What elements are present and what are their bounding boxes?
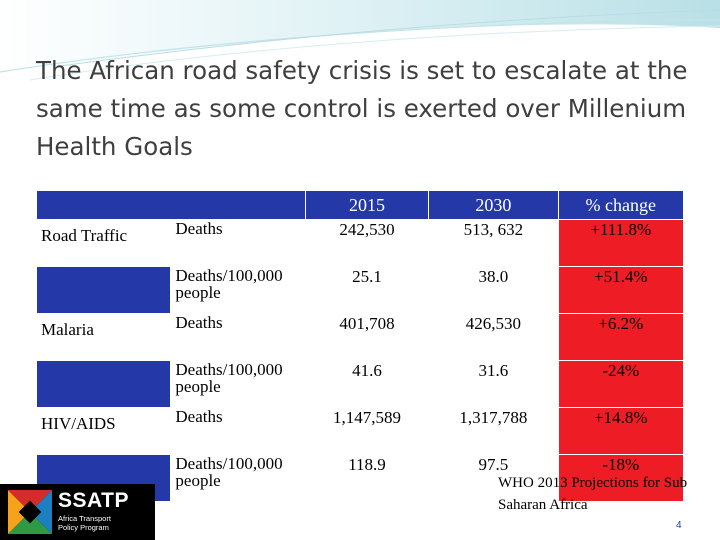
category-malaria: Malaria xyxy=(41,320,94,339)
value-2030: 97.5 xyxy=(478,455,509,474)
value-2015: 401,708 xyxy=(339,314,395,333)
category-hiv-aids: HIV/AIDS xyxy=(41,414,116,433)
ssatp-emblem-icon xyxy=(8,490,52,534)
logo-brand-text: SSATP xyxy=(58,489,129,512)
value-2030: 513, 632 xyxy=(463,220,524,239)
slide-title: The African road safety crisis is set to… xyxy=(36,56,688,161)
header-change: % change xyxy=(558,191,683,219)
value-2015: 25.1 xyxy=(352,267,382,286)
decorative-swoosh xyxy=(0,0,720,81)
comparison-table: 2015 2030 % change Road Traffic Deaths 2… xyxy=(36,190,684,502)
change-value: +6.2% xyxy=(558,314,683,360)
row-label: Deaths/100,000 people xyxy=(175,360,283,396)
category-blank-cell xyxy=(37,267,171,313)
ssatp-logo: SSATP Africa Transport Policy Program xyxy=(0,484,155,540)
logo-subtitle-line2: Policy Program xyxy=(58,523,109,532)
table-row: Deaths/100,000 people 25.1 38.0 +51.4% xyxy=(37,267,683,313)
table-row: Deaths/100,000 people 41.6 31.6 -24% xyxy=(37,361,683,407)
value-2015: 41.6 xyxy=(352,361,382,380)
row-label: Deaths xyxy=(175,313,223,332)
row-label: Deaths/100,000 people xyxy=(175,454,283,490)
value-2015: 1,147,589 xyxy=(333,408,401,427)
table-row: Malaria Deaths 401,708 426,530 +6.2% xyxy=(37,314,683,360)
change-value: -24% xyxy=(558,361,683,407)
logo-subtitle: Africa Transport Policy Program xyxy=(58,514,111,532)
change-value: +111.8% xyxy=(558,220,683,266)
table-row: HIV/AIDS Deaths 1,147,589 1,317,788 +14.… xyxy=(37,408,683,454)
logo-subtitle-line1: Africa Transport xyxy=(58,514,111,523)
category-blank-cell xyxy=(37,361,171,407)
change-value: +51.4% xyxy=(558,267,683,313)
page-number: 4 xyxy=(676,520,682,531)
value-2030: 38.0 xyxy=(478,267,509,286)
value-2030: 1,317,788 xyxy=(459,408,528,427)
source-note: WHO 2013 Projections for Sub Saharan Afr… xyxy=(498,475,688,513)
value-2030: 426,530 xyxy=(465,314,521,333)
change-value: +14.8% xyxy=(558,408,683,454)
row-label: Deaths xyxy=(175,219,223,238)
table-header-row: 2015 2030 % change xyxy=(37,191,683,219)
table-row: Road Traffic Deaths 242,530 513, 632 +11… xyxy=(37,220,683,266)
change-value: -18% xyxy=(558,455,683,501)
value-2015: 242,530 xyxy=(339,220,395,239)
row-label: Deaths xyxy=(175,407,223,426)
header-2030: 2030 xyxy=(429,191,558,219)
header-2015: 2015 xyxy=(305,191,429,219)
row-label: Deaths/100,000 people xyxy=(175,266,283,302)
value-2030: 31.6 xyxy=(478,361,509,380)
category-road-traffic: Road Traffic xyxy=(41,226,128,245)
header-blank-cell xyxy=(37,191,305,219)
value-2015: 118.9 xyxy=(348,455,386,474)
